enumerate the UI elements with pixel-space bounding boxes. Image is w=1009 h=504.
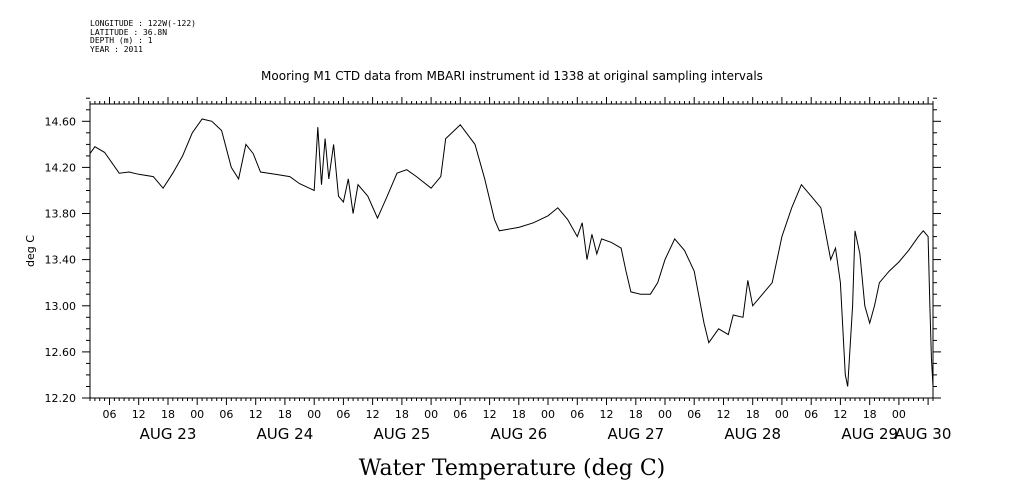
x-day-label: AUG 28 (724, 425, 781, 443)
x-axis-label: Water Temperature (deg C) (359, 456, 666, 481)
x-tick-label: 00 (190, 408, 204, 421)
x-tick-label: 12 (833, 408, 847, 421)
x-tick-label: 12 (600, 408, 614, 421)
x-day-label: AUG 24 (257, 425, 314, 443)
x-day-label: AUG 25 (374, 425, 431, 443)
meta-latitude: LATITUDE : 36.8N (90, 27, 168, 37)
x-tick-label: 06 (336, 408, 350, 421)
axis-ticks (82, 97, 941, 405)
x-day-label: AUG 26 (490, 425, 547, 443)
x-tick-label: 18 (395, 408, 409, 421)
plot-frame (89, 103, 934, 399)
x-tick-label: 00 (307, 408, 321, 421)
x-tick-label: 00 (541, 408, 555, 421)
x-tick-label: 18 (161, 408, 175, 421)
y-tick-label: 14.60 (45, 115, 77, 128)
y-tick-label: 12.20 (45, 392, 77, 405)
x-tick-label: 06 (804, 408, 818, 421)
x-tick-label: 00 (658, 408, 672, 421)
x-tick-label: 12 (366, 408, 380, 421)
x-tick-label: 06 (453, 408, 467, 421)
x-day-label: AUG 29 (841, 425, 898, 443)
series-line (89, 118, 934, 387)
meta-depth: DEPTH (m) : 1 (90, 36, 153, 46)
x-tick-label: 12 (249, 408, 263, 421)
metadata-block: LONGITUDE : 122W(-122) LATITUDE : 36.8N … (90, 19, 196, 54)
x-tick-label: 12 (483, 408, 497, 421)
x-tick-label: 00 (892, 408, 906, 421)
x-tick-labels: 06 12 18 00 06 12 18 00 06 12 18 00 06 12 18 00 06 12 18 00… (103, 408, 952, 443)
y-tick-label: 12.60 (45, 346, 77, 359)
x-tick-label: 18 (512, 408, 526, 421)
x-tick-label: 12 (717, 408, 731, 421)
x-tick-label: 06 (219, 408, 233, 421)
y-tick-label: 13.40 (45, 254, 77, 267)
x-day-label: AUG 23 (140, 425, 197, 443)
x-day-label: AUG 27 (607, 425, 664, 443)
meta-year: YEAR : 2011 (90, 44, 143, 54)
x-tick-label: 06 (103, 408, 117, 421)
x-tick-label: 18 (278, 408, 292, 421)
chart-title: Mooring M1 CTD data from MBARI instrumen… (261, 69, 763, 83)
x-tick-label: 06 (570, 408, 584, 421)
x-tick-label: 18 (863, 408, 877, 421)
y-tick-label: 14.20 (45, 161, 77, 174)
x-tick-label: 00 (775, 408, 789, 421)
meta-longitude: LONGITUDE : 122W(-122) (90, 19, 196, 28)
x-day-label: AUG 30 (895, 425, 952, 443)
x-tick-label: 00 (424, 408, 438, 421)
x-tick-label: 18 (746, 408, 760, 421)
y-tick-label: 13.80 (45, 208, 77, 221)
x-tick-label: 06 (687, 408, 701, 421)
y-tick-label: 13.00 (45, 300, 77, 313)
y-axis-label: deg C (24, 235, 37, 267)
x-tick-label: 12 (132, 408, 146, 421)
y-tick-labels: 12.20 12.60 13.00 13.40 13.80 14.20 14.60 (45, 115, 77, 405)
x-tick-label: 18 (629, 408, 643, 421)
